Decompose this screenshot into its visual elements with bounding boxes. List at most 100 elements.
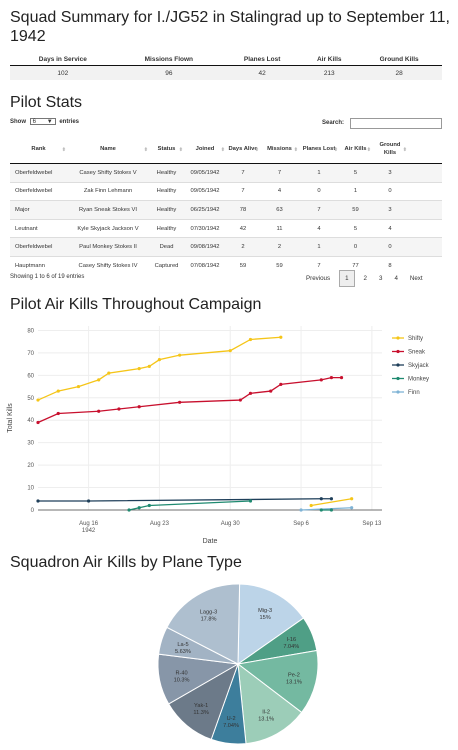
entries-select[interactable]: 6 ▼ [29, 118, 56, 125]
table-cell: Healthy [149, 200, 184, 220]
table-cell: 59 [260, 255, 299, 275]
column-header-days-alive[interactable]: Days Alive ⬍ [226, 134, 260, 164]
table-row[interactable]: Leutnant Kyle Skyjack Jackson V Healthy 07/… [10, 218, 442, 238]
x-axis-label: Date [203, 538, 218, 545]
table-cell: Zak Finn Lehmann [67, 181, 149, 201]
slice-label: La-5 [177, 642, 188, 648]
slice-percent: 7.04% [223, 723, 239, 729]
table-cell: Kyle Skyjack Jackson V [67, 218, 149, 238]
summary-title: Squad Summary for I./JG52 in Stalingrad … [10, 9, 450, 45]
slice-label: Pe-2 [288, 673, 300, 679]
table-cell: 7 [226, 163, 260, 183]
show-label: Show [10, 119, 26, 126]
table-cell: 7 [299, 200, 339, 220]
entries-select-value: 6 [32, 119, 37, 125]
slice-label: Lagg-3 [200, 610, 217, 616]
column-header-label: Missions [267, 145, 292, 152]
data-point [117, 407, 121, 411]
summary-value: 28 [356, 65, 442, 80]
sort-icon: ⬍ [61, 147, 66, 153]
data-point [350, 506, 354, 510]
data-point [339, 376, 344, 380]
data-point [76, 384, 81, 389]
table-cell: 7 [260, 163, 299, 183]
column-header-planes-lost[interactable]: Planes Lost ⬍ [299, 134, 339, 164]
x-tick-label: Sep 13 [362, 521, 382, 527]
y-tick-label: 80 [27, 328, 34, 334]
summary-header-row: Days in Service Missions Flown Planes Lo… [10, 53, 442, 66]
page-1-button[interactable]: 1 [339, 270, 355, 287]
table-row[interactable]: Oberfeldwebel Zak Finn Lehmann Healthy 09/0… [10, 181, 442, 201]
page-3-button[interactable]: 3 [378, 275, 383, 282]
table-row[interactable]: Oberfeldwebel Casey Shifty Stokes V Health… [10, 163, 442, 183]
data-point [248, 391, 253, 395]
search-input[interactable] [350, 118, 442, 129]
column-header-label: Air Kills [344, 145, 367, 152]
data-point [178, 400, 182, 404]
table-cell: 07/08/1942 [184, 255, 226, 275]
table-cell: Ryan Sneak Stokes VI [67, 200, 149, 220]
data-point [319, 508, 323, 512]
slice-percent: 13.1% [286, 680, 302, 686]
data-point [147, 364, 151, 368]
data-point [319, 378, 323, 382]
data-point [97, 378, 101, 382]
y-tick-label: 70 [27, 351, 34, 357]
page-4-button[interactable]: 4 [394, 275, 398, 282]
y-axis-label: Total Kills [7, 403, 14, 433]
data-point [329, 497, 334, 501]
summary-header: Missions Flown [115, 53, 223, 66]
table-cell: 09/05/1942 [184, 181, 226, 201]
data-point [329, 376, 334, 380]
column-header-joined[interactable]: Joined ⬍ [184, 134, 226, 164]
data-point [36, 499, 40, 503]
data-point [319, 497, 323, 501]
slice-label: Il-2 [262, 709, 270, 715]
column-header-missions[interactable]: Missions ⬍ [260, 134, 299, 164]
table-row[interactable]: Oberfeldwebel Paul Monkey Stokes II Dead 09… [10, 237, 442, 257]
series-line [37, 336, 281, 401]
table-cell: Healthy [149, 163, 184, 183]
pilot-table: Rank ⬍ Name ⬍ Status ⬍ Joined ⬍ Days Alive ⬍ … [10, 134, 442, 275]
table-cell: Healthy [149, 218, 184, 238]
pilot-stats-title: Pilot Stats [10, 94, 83, 111]
slice-label: R-40 [175, 670, 187, 676]
column-header-rank[interactable]: Rank ⬍ [10, 134, 67, 164]
column-header-label: Joined [195, 145, 215, 152]
column-header-name[interactable]: Name ⬍ [67, 134, 149, 164]
table-row[interactable]: Hauptmann Casey Shifty Stokes IV Captured 0… [10, 255, 442, 275]
data-point [137, 506, 141, 510]
pie-chart-title: Squadron Air Kills by Plane Type [10, 554, 242, 571]
chevron-down-icon: ▼ [46, 119, 53, 125]
pie-slice [237, 662, 303, 745]
table-cell: Oberfeldwebel [10, 181, 67, 201]
table-cell: Oberfeldwebel [10, 163, 67, 183]
table-cell: 0 [372, 237, 408, 257]
legend-marker [396, 390, 400, 394]
page-2-button[interactable]: 2 [363, 275, 367, 282]
legend-marker [396, 363, 400, 367]
summary-value: 213 [302, 65, 357, 80]
y-tick-label: 0 [31, 508, 35, 514]
column-header-air-kills[interactable]: Air Kills ⬍ [339, 134, 372, 164]
column-header-label: Days Alive [228, 145, 258, 152]
sort-icon: ⬍ [254, 147, 259, 153]
table-cell: 5 [339, 163, 372, 183]
table-cell: 42 [226, 218, 260, 238]
column-header-status[interactable]: Status ⬍ [149, 134, 184, 164]
sort-icon: ⬍ [402, 147, 407, 153]
column-header-ground-kills[interactable]: Ground Kills ⬍ [372, 134, 408, 164]
next-button[interactable]: Next [409, 275, 423, 282]
table-cell: Casey Shifty Stokes IV [67, 255, 149, 275]
table-cell: Healthy [149, 181, 184, 201]
column-header-label: Status [157, 145, 176, 152]
previous-button[interactable]: Previous [306, 275, 331, 282]
data-point [127, 508, 131, 512]
slice-label: U-2 [227, 716, 236, 722]
column-header-label: Planes Lost [302, 145, 336, 152]
legend-marker [396, 349, 400, 354]
table-row[interactable]: Major Ryan Sneak Stokes VI Healthy 06/25/19… [10, 200, 442, 220]
pilot-header-row: Rank ⬍ Name ⬍ Status ⬍ Joined ⬍ Days Alive ⬍ … [10, 134, 442, 164]
table-info: Showing 1 to 6 of 19 entries [10, 274, 85, 280]
data-point [147, 503, 151, 508]
